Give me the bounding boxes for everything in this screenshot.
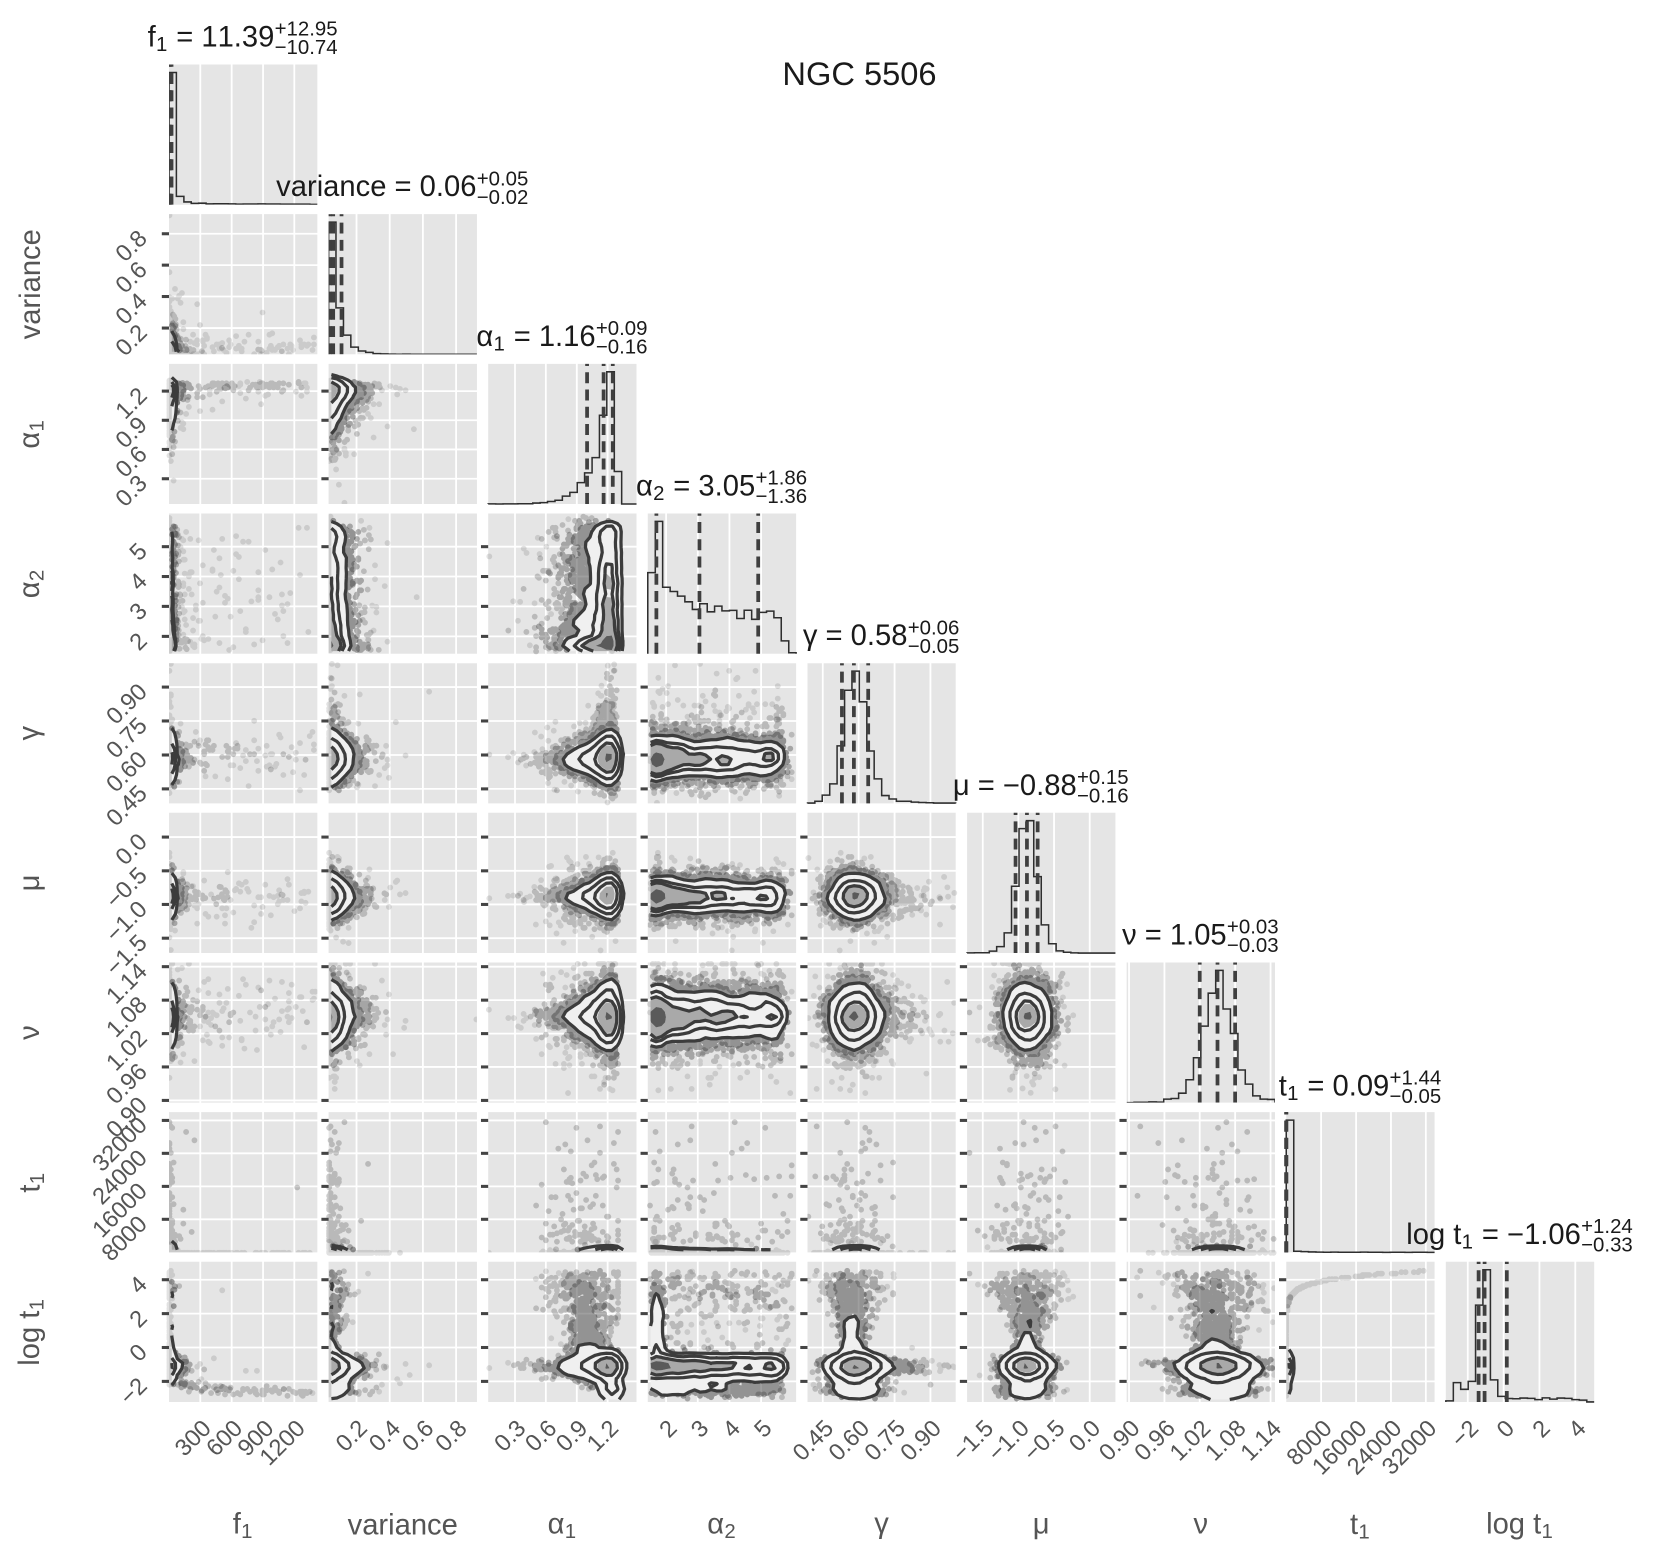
svg-text:γ: γ <box>14 726 46 741</box>
svg-text:variance: variance <box>15 229 47 339</box>
svg-text:ν: ν <box>14 1025 46 1040</box>
svg-text:logt1: logt1 <box>14 1299 49 1366</box>
svg-text:NGC 5506: NGC 5506 <box>782 55 936 92</box>
svg-text:logt1: logt1 <box>1486 1508 1553 1543</box>
svg-text:α1: α1 <box>14 420 49 448</box>
svg-text:f1: f1 <box>233 1508 253 1543</box>
svg-text:α2: α2 <box>14 570 49 598</box>
svg-text:α2: α2 <box>707 1509 735 1544</box>
svg-text:μ: μ <box>1033 1508 1050 1540</box>
svg-text:t1: t1 <box>14 1173 49 1193</box>
svg-text:t=0.091+−10..0454: t = 0.091+ −1 0..0454 <box>1279 1068 1441 1108</box>
svg-text:μ: μ <box>14 875 46 892</box>
svg-text:ν: ν <box>1193 1508 1208 1540</box>
svg-text:variance: variance <box>348 1510 458 1542</box>
svg-text:γ: γ <box>874 1508 889 1540</box>
svg-text:t1: t1 <box>1350 1509 1370 1544</box>
svg-text:α1: α1 <box>548 1509 576 1544</box>
